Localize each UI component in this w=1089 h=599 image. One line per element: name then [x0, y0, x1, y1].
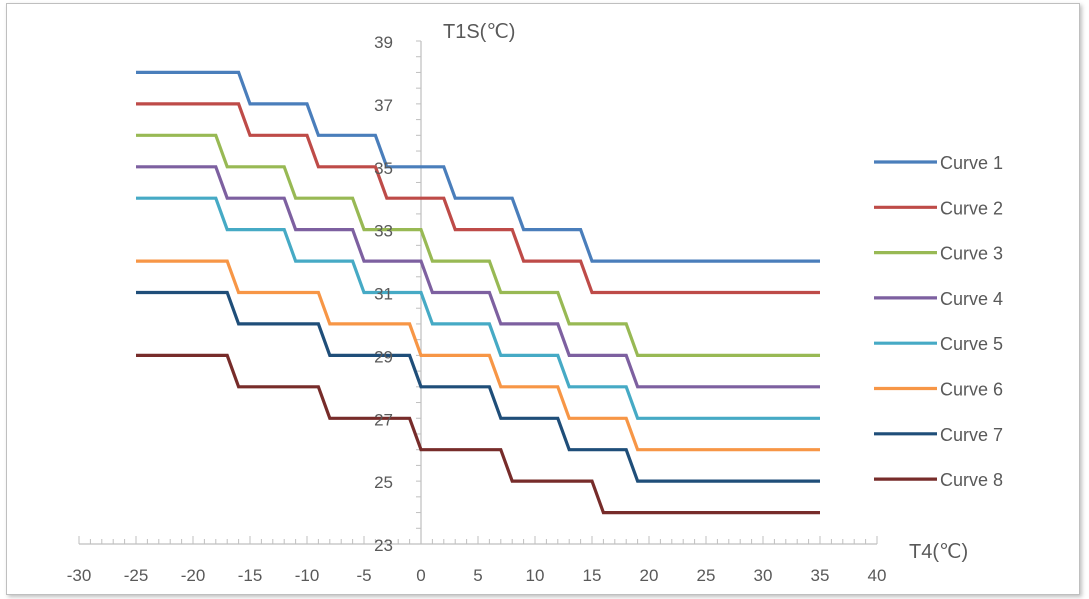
x-tick-label: 0 [416, 566, 425, 585]
x-axis-title: T4(℃) [909, 541, 968, 563]
x-tick-label: -10 [295, 566, 320, 585]
x-tick-label: -25 [124, 566, 149, 585]
y-tick-label: 39 [374, 33, 393, 52]
x-tick-label: 15 [583, 566, 602, 585]
y-tick-label: 37 [374, 96, 393, 115]
legend-label-5: Curve 5 [940, 334, 1003, 354]
series-line-6 [136, 259, 820, 452]
series-line-3 [136, 133, 820, 357]
series-line-4 [136, 165, 820, 389]
x-tick-label: 35 [811, 566, 830, 585]
y-tick-label: 29 [374, 347, 393, 366]
y-tick-label: 31 [374, 285, 393, 304]
series-line-1 [136, 70, 820, 263]
x-tick-label: -5 [356, 566, 371, 585]
series-line-2 [136, 102, 820, 295]
y-tick-label: 33 [374, 222, 393, 241]
x-tick-label: 40 [868, 566, 887, 585]
legend-label-4: Curve 4 [940, 289, 1003, 309]
legend-label-7: Curve 7 [940, 425, 1003, 445]
x-tick-label: 10 [526, 566, 545, 585]
legend-label-1: Curve 1 [940, 153, 1003, 173]
y-tick-label: 35 [374, 159, 393, 178]
x-tick-label: 5 [473, 566, 482, 585]
x-tick-label: 30 [754, 566, 773, 585]
chart-frame: -30 -25 -20 -15 -10 -5 0 5 10 15 20 25 30 35 40 39 37 35 3… [6, 3, 1080, 595]
legend-label-8: Curve 8 [940, 470, 1003, 490]
x-tick-label: 20 [640, 566, 659, 585]
legend: Curve 1 Curve 2 Curve 3 Curve 4 Curve 5 Curve… [874, 153, 1003, 490]
legend-label-6: Curve 6 [940, 380, 1003, 400]
series-lines [136, 70, 820, 515]
y-tick-label: 25 [374, 473, 393, 492]
x-tick-label: -30 [67, 566, 92, 585]
legend-label-2: Curve 2 [940, 198, 1003, 218]
series-line-5 [136, 196, 820, 420]
series-line-7 [136, 290, 820, 483]
axes [78, 40, 878, 545]
step-line-chart: -30 -25 -20 -15 -10 -5 0 5 10 15 20 25 30 35 40 39 37 35 3… [67, 21, 1003, 585]
y-tick-label: 23 [374, 536, 393, 555]
x-tick-label: 25 [697, 566, 716, 585]
tick-labels: -30 -25 -20 -15 -10 -5 0 5 10 15 20 25 30 35 40 39 37 35 3… [67, 33, 887, 585]
x-tick-label: -20 [181, 566, 206, 585]
legend-label-3: Curve 3 [940, 244, 1003, 264]
y-tick-label: 27 [374, 410, 393, 429]
y-axis-title: T1S(℃) [443, 21, 515, 43]
x-tick-label: -15 [238, 566, 263, 585]
series-line-8 [136, 353, 820, 515]
